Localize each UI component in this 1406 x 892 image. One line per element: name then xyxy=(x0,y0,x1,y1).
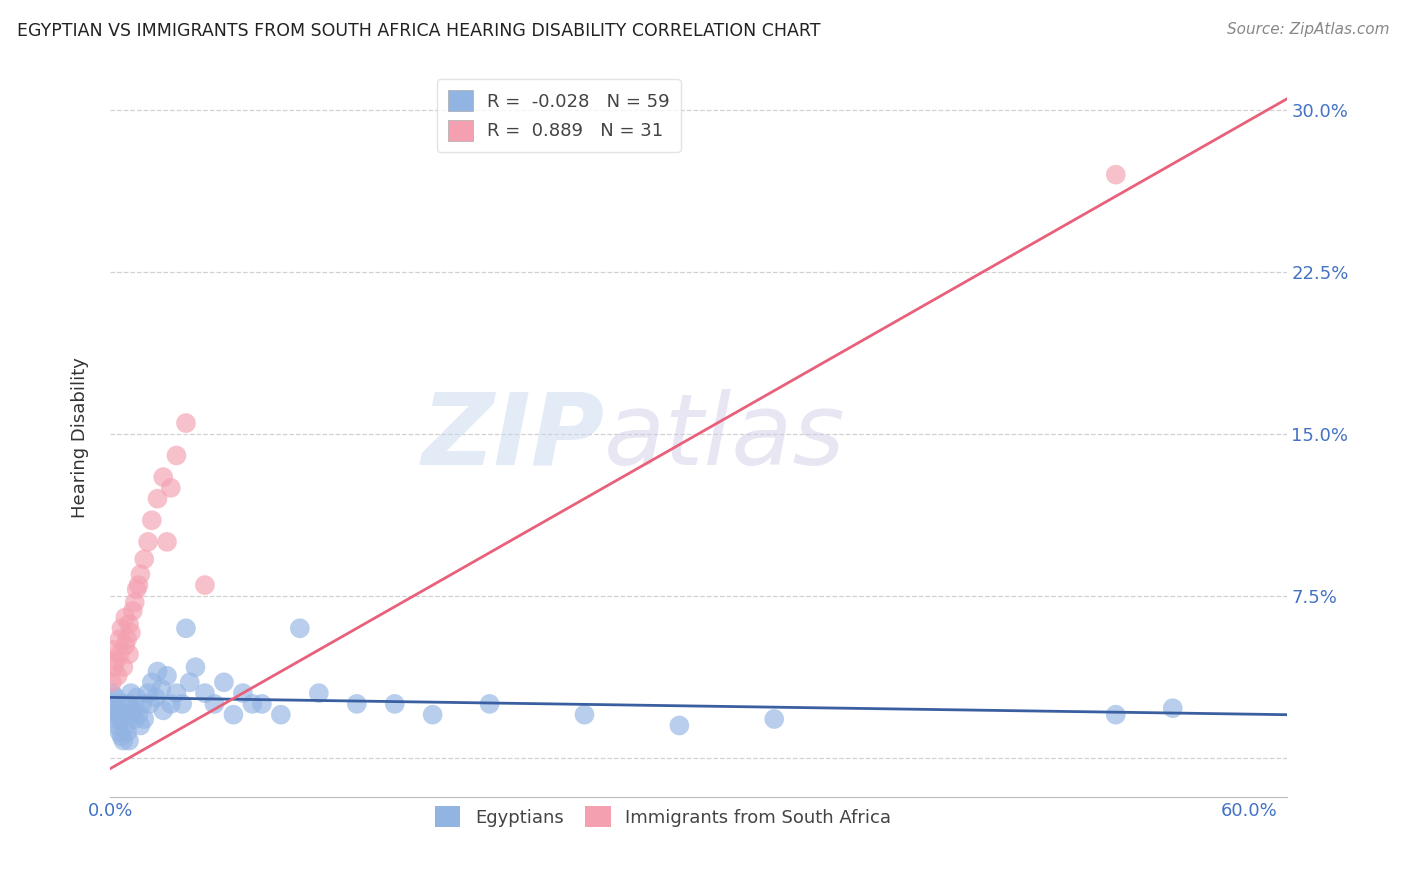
Point xyxy=(118,647,141,661)
Point xyxy=(112,660,135,674)
Text: ZIP: ZIP xyxy=(422,389,605,485)
Point xyxy=(114,610,136,624)
Point xyxy=(166,449,188,463)
Point xyxy=(120,625,142,640)
Point xyxy=(145,690,167,705)
Point xyxy=(112,697,135,711)
Point xyxy=(107,669,129,683)
Point xyxy=(152,470,174,484)
Point xyxy=(250,697,273,711)
Point xyxy=(204,697,226,711)
Point xyxy=(212,675,235,690)
Point xyxy=(1161,701,1184,715)
Point xyxy=(288,621,311,635)
Point xyxy=(128,707,150,722)
Point xyxy=(270,707,292,722)
Point xyxy=(101,675,124,690)
Point xyxy=(134,712,156,726)
Point xyxy=(118,697,141,711)
Point xyxy=(222,707,245,722)
Point xyxy=(114,639,136,653)
Point xyxy=(574,707,596,722)
Point xyxy=(121,604,143,618)
Point xyxy=(194,686,217,700)
Point xyxy=(124,712,146,726)
Point xyxy=(184,660,207,674)
Point xyxy=(129,718,152,732)
Point xyxy=(308,686,330,700)
Point xyxy=(763,712,786,726)
Point xyxy=(478,697,501,711)
Point xyxy=(110,729,132,743)
Point xyxy=(156,669,179,683)
Point xyxy=(146,665,169,679)
Point xyxy=(141,513,163,527)
Point xyxy=(139,697,162,711)
Point xyxy=(156,534,179,549)
Y-axis label: Hearing Disability: Hearing Disability xyxy=(72,357,89,517)
Legend: Egyptians, Immigrants from South Africa: Egyptians, Immigrants from South Africa xyxy=(427,799,898,835)
Point xyxy=(174,621,197,635)
Point xyxy=(112,733,135,747)
Point xyxy=(120,686,142,700)
Point xyxy=(104,712,127,726)
Point xyxy=(114,707,136,722)
Point xyxy=(110,621,132,635)
Point xyxy=(108,647,131,661)
Point xyxy=(146,491,169,506)
Point xyxy=(242,697,264,711)
Point xyxy=(104,654,127,668)
Point xyxy=(125,582,148,597)
Point xyxy=(152,703,174,717)
Point xyxy=(124,595,146,609)
Point xyxy=(104,690,127,705)
Point xyxy=(128,578,150,592)
Point xyxy=(107,718,129,732)
Point xyxy=(108,725,131,739)
Point xyxy=(136,686,159,700)
Point xyxy=(118,733,141,747)
Point xyxy=(108,703,131,717)
Point xyxy=(1105,168,1128,182)
Point xyxy=(103,703,125,717)
Point xyxy=(131,697,153,711)
Point xyxy=(115,725,138,739)
Point xyxy=(101,686,124,700)
Point xyxy=(179,675,201,690)
Point xyxy=(121,703,143,717)
Point xyxy=(136,534,159,549)
Point xyxy=(114,718,136,732)
Point xyxy=(422,707,444,722)
Point xyxy=(159,481,181,495)
Point xyxy=(150,681,173,696)
Point xyxy=(129,567,152,582)
Point xyxy=(159,697,181,711)
Point xyxy=(103,660,125,674)
Point xyxy=(125,690,148,705)
Point xyxy=(108,632,131,646)
Point xyxy=(346,697,368,711)
Point xyxy=(118,617,141,632)
Point xyxy=(103,643,125,657)
Point xyxy=(141,675,163,690)
Point xyxy=(1105,707,1128,722)
Point xyxy=(668,718,690,732)
Point xyxy=(174,416,197,430)
Point xyxy=(172,697,194,711)
Point xyxy=(232,686,254,700)
Point xyxy=(110,712,132,726)
Point xyxy=(115,632,138,646)
Point xyxy=(134,552,156,566)
Text: Source: ZipAtlas.com: Source: ZipAtlas.com xyxy=(1226,22,1389,37)
Text: atlas: atlas xyxy=(605,389,846,485)
Point xyxy=(103,697,125,711)
Point xyxy=(107,707,129,722)
Point xyxy=(194,578,217,592)
Point xyxy=(384,697,406,711)
Text: EGYPTIAN VS IMMIGRANTS FROM SOUTH AFRICA HEARING DISABILITY CORRELATION CHART: EGYPTIAN VS IMMIGRANTS FROM SOUTH AFRICA… xyxy=(17,22,820,40)
Point xyxy=(166,686,188,700)
